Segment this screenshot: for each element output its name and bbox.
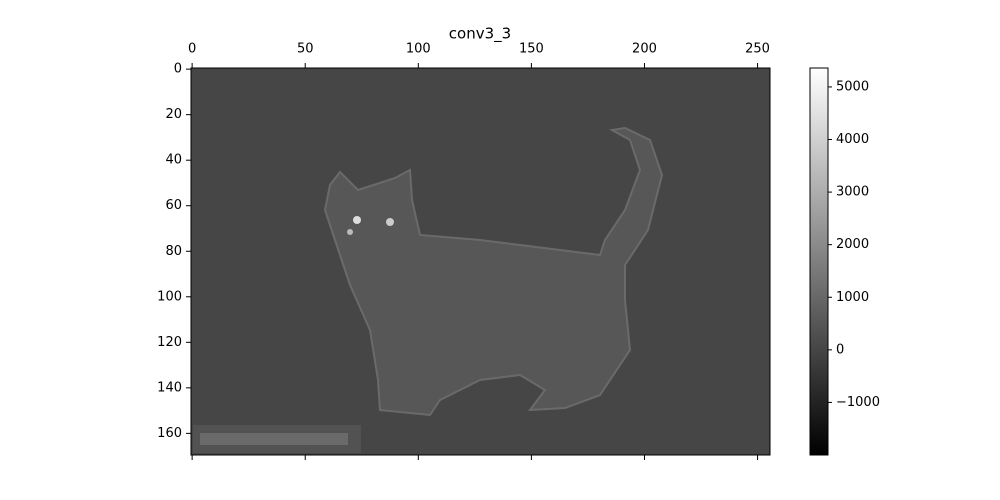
colorbar-tick-label: 4000	[836, 132, 869, 147]
y-tick-label: 60	[165, 198, 182, 213]
x-tick-label: 0	[188, 42, 196, 57]
highlight	[386, 218, 394, 226]
y-tick-label: 0	[174, 62, 182, 77]
y-tick-label: 40	[165, 153, 182, 168]
colorbar-tick-label: 2000	[836, 237, 869, 252]
colorbar-tick-label: 1000	[836, 290, 869, 305]
y-tick-label: 120	[157, 335, 182, 350]
cat-silhouette	[323, 126, 664, 417]
x-tick-label: 50	[297, 42, 314, 57]
x-tick-label: 250	[745, 42, 770, 57]
colorbar	[809, 67, 829, 456]
highlight	[353, 216, 361, 224]
y-tick-label: 100	[157, 289, 182, 304]
y-tick-label: 140	[157, 380, 182, 395]
x-tick-label: 150	[519, 42, 544, 57]
y-tick-label: 160	[157, 426, 182, 441]
colorbar-tick-label: 3000	[836, 185, 869, 200]
y-tick-label: 20	[165, 107, 182, 122]
chart-title: conv3_3	[449, 25, 511, 44]
colorbar-tick-label: −1000	[836, 395, 880, 410]
axes-frame	[190, 67, 771, 456]
y-tick-label: 80	[165, 244, 182, 259]
feature-map-content	[193, 126, 664, 453]
watermark	[200, 433, 348, 445]
colorbar-tick-label: 5000	[836, 79, 869, 94]
x-tick-label: 100	[406, 42, 431, 57]
x-tick-label: 200	[632, 42, 657, 57]
highlight	[347, 229, 353, 235]
colorbar-tick-label: 0	[836, 342, 844, 357]
